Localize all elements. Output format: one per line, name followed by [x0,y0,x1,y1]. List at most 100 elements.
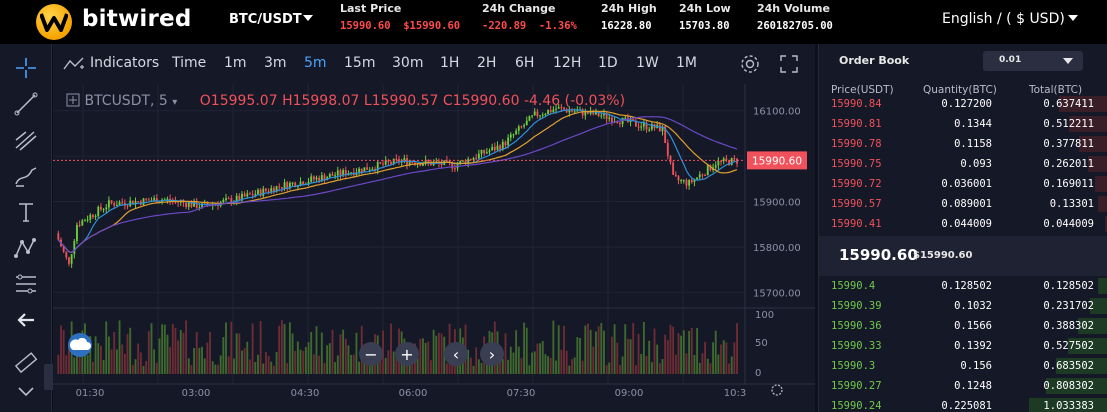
volume-bar [435,335,438,374]
ask-row[interactable]: 15990.78 0.1158 0.377811 [819,134,1107,154]
add-compare-icon[interactable] [66,93,80,107]
scroll-right-button[interactable]: › [480,342,504,366]
candle-body [467,159,470,164]
candle-body [504,141,507,146]
fib-levels-icon[interactable] [12,270,40,298]
crosshair-icon[interactable] [12,54,40,82]
volume-bar [97,343,100,374]
volume-bar [190,365,193,374]
bid-row[interactable]: 15990.24 0.225081 1.033383 [819,396,1107,412]
gear-icon[interactable] [739,53,761,75]
text-tool-icon[interactable] [12,198,40,226]
interval-3m[interactable]: 3m [264,55,287,71]
time-axis-label: 06:00 [399,388,428,399]
ask-row[interactable]: 15990.72 0.036001 0.169011 [819,174,1107,194]
interval-30m[interactable]: 30m [392,55,424,71]
time-axis-label: 01:30 [76,388,105,399]
interval-5m[interactable]: 5m [304,55,327,71]
candle-body [342,170,345,176]
toolbar-collapse-handle[interactable] [44,364,54,390]
interval-1d[interactable]: 1D [598,55,618,71]
interval-1w[interactable]: 1W [636,55,659,71]
time-button[interactable]: Time [172,55,207,71]
volume-bar [626,338,629,374]
volume-bar [560,349,563,374]
candle-body [525,120,528,126]
bid-row[interactable]: 15990.36 0.1566 0.388302 [819,316,1107,336]
depth-bar [1078,318,1107,334]
bid-row[interactable]: 15990.3 0.156 0.683502 [819,356,1107,376]
indicators-button[interactable]: Indicators [90,55,160,71]
stat-last-price: Last Price 15990.60 $15990.60 [340,2,461,32]
ask-row[interactable]: 15990.57 0.089001 0.13301 [819,194,1107,214]
candle-body [560,107,563,109]
volume-bar [432,329,435,374]
ask-row[interactable]: 15990.75 0.093 0.262011 [819,154,1107,174]
precision-selector[interactable]: 0.01 [983,51,1083,71]
candle-body [595,111,597,115]
interval-15m[interactable]: 15m [344,55,376,71]
bitwired-logo-icon[interactable] [36,4,72,40]
candle-body [557,107,560,109]
order-total: 0.13301 [1049,198,1094,210]
volume-bar [259,321,262,374]
candlestick-chart[interactable]: 15990.60 16100.00 15900.00 15800.00 15700.00… [53,84,815,412]
chevron-down-icon[interactable] [1068,15,1078,21]
zoom-in-button[interactable]: + [395,342,419,366]
bid-row[interactable]: 15990.4 0.128502 0.128502 [819,276,1107,296]
volume-bar [515,330,518,374]
zoom-out-button[interactable]: − [359,342,383,366]
volume-bar [509,346,512,374]
brand-name[interactable]: bitwired [82,6,192,32]
time-axis-label: 03:00 [182,388,211,399]
candle-body [84,220,86,222]
bid-row[interactable]: 15990.33 0.1392 0.527502 [819,336,1107,356]
pattern-icon[interactable] [12,234,40,262]
pair-selector[interactable]: BTC/USDT [229,12,302,27]
chevron-down-icon[interactable] [303,15,313,21]
ruler-icon[interactable] [12,350,40,378]
interval-1m[interactable]: 1m [224,55,247,71]
candle-body [539,115,541,117]
trend-line-icon[interactable] [12,90,40,118]
interval-1mo[interactable]: 1M [676,55,697,71]
ask-row[interactable]: 15990.84 0.127200 0.637411 [819,94,1107,114]
interval-1h[interactable]: 1H [440,55,460,71]
chevron-down-icon[interactable]: ▾ [172,97,178,108]
candle-body [424,159,427,164]
interval-12h[interactable]: 12H [553,55,582,71]
bid-row[interactable]: 15990.27 0.1248 0.808302 [819,376,1107,396]
candle-body [334,175,337,177]
volume-bar [528,365,531,374]
scroll-left-button[interactable]: ‹ [444,342,468,366]
price-axis-label: 15900.00 [753,198,801,209]
candle-body [312,176,315,180]
ask-row[interactable]: 15990.81 0.1344 0.512211 [819,114,1107,134]
candle-body [230,198,233,204]
candle-body [331,173,334,176]
interval-2h[interactable]: 2H [477,55,497,71]
volume-bar [363,357,366,374]
candle-body [717,160,720,166]
bid-row[interactable]: 15990.39 0.1032 0.231702 [819,296,1107,316]
volume-bar [366,364,368,374]
language-currency-selector[interactable]: English / ( $ USD) [942,11,1065,27]
volume-bar [733,342,736,374]
order-total: 0.388302 [1043,320,1094,332]
interval-6h[interactable]: 6H [515,55,535,71]
pitchfork-icon[interactable] [12,126,40,154]
indicators-icon[interactable] [63,56,85,72]
candle-body [187,202,190,208]
candle-body [600,115,603,117]
brush-icon[interactable] [12,162,40,190]
volume-bar [544,354,547,374]
chevron-down-icon[interactable] [1063,58,1073,64]
volume-bar [424,342,427,374]
chart-area[interactable]: 15990.60 16100.00 15900.00 15800.00 15700.00… [53,84,815,412]
ask-row[interactable]: 15990.41 0.044009 0.044009 [819,214,1107,234]
candle-body [419,163,422,166]
chevron-down-icon[interactable] [12,378,40,406]
back-arrow-icon[interactable] [12,306,40,334]
mid-price-usd: $15990.60 [913,250,973,261]
fullscreen-icon[interactable] [778,53,800,75]
